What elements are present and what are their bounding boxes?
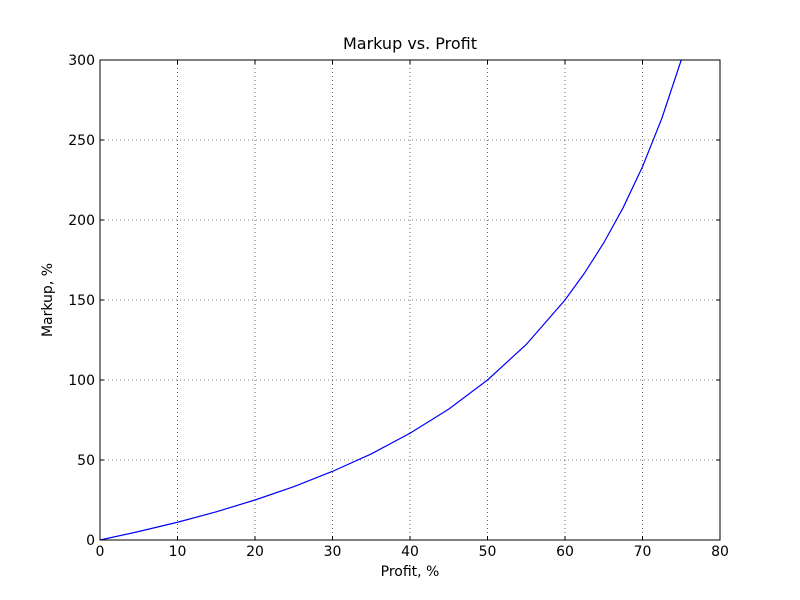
series-layer bbox=[99, 59, 682, 541]
y-tick-labels: 0 50 100 150 200 250 300 bbox=[68, 53, 95, 549]
x-tick-label: 0 bbox=[96, 544, 105, 560]
x-tick-label: 10 bbox=[169, 544, 187, 560]
x-tick-label: 50 bbox=[479, 544, 497, 560]
x-axis-label: Profit, % bbox=[381, 564, 440, 580]
y-tick-label: 0 bbox=[86, 533, 95, 549]
y-tick-label: 300 bbox=[68, 53, 95, 69]
x-tick-label: 30 bbox=[324, 544, 342, 560]
tick-marks bbox=[99, 59, 721, 541]
x-tick-label: 80 bbox=[711, 544, 729, 560]
series-line bbox=[99, 59, 682, 541]
x-tick-label: 70 bbox=[634, 544, 652, 560]
x-tick-label: 60 bbox=[556, 544, 574, 560]
y-tick-label: 50 bbox=[77, 453, 95, 469]
y-tick-label: 150 bbox=[68, 293, 95, 309]
y-axis-label: Markup, % bbox=[40, 263, 56, 337]
y-tick-label: 250 bbox=[68, 133, 95, 149]
y-tick-label: 100 bbox=[68, 373, 95, 389]
y-tick-label: 200 bbox=[68, 213, 95, 229]
chart-title: Markup vs. Profit bbox=[343, 34, 477, 53]
x-tick-label: 20 bbox=[246, 544, 264, 560]
x-tick-label: 40 bbox=[401, 544, 419, 560]
x-tick-labels: 0 10 20 30 40 50 60 70 80 bbox=[96, 544, 729, 560]
